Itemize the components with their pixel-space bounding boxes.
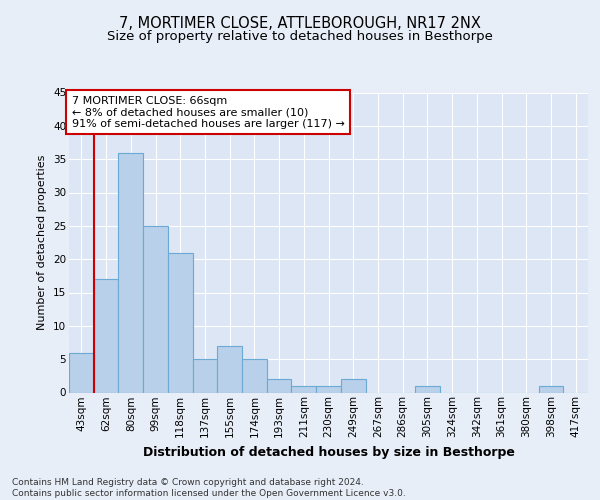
Bar: [118, 152, 143, 392]
Bar: [168, 252, 193, 392]
Bar: [94, 279, 118, 392]
Bar: [415, 386, 440, 392]
X-axis label: Distribution of detached houses by size in Besthorpe: Distribution of detached houses by size …: [143, 446, 514, 458]
Bar: [217, 346, 242, 393]
Bar: [242, 359, 267, 392]
Text: Contains HM Land Registry data © Crown copyright and database right 2024.
Contai: Contains HM Land Registry data © Crown c…: [12, 478, 406, 498]
Bar: [539, 386, 563, 392]
Y-axis label: Number of detached properties: Number of detached properties: [37, 155, 47, 330]
Text: Size of property relative to detached houses in Besthorpe: Size of property relative to detached ho…: [107, 30, 493, 43]
Text: 7 MORTIMER CLOSE: 66sqm
← 8% of detached houses are smaller (10)
91% of semi-det: 7 MORTIMER CLOSE: 66sqm ← 8% of detached…: [71, 96, 344, 128]
Bar: [341, 379, 365, 392]
Bar: [292, 386, 316, 392]
Bar: [267, 379, 292, 392]
Bar: [69, 352, 94, 393]
Bar: [193, 359, 217, 392]
Bar: [143, 226, 168, 392]
Bar: [316, 386, 341, 392]
Text: 7, MORTIMER CLOSE, ATTLEBOROUGH, NR17 2NX: 7, MORTIMER CLOSE, ATTLEBOROUGH, NR17 2N…: [119, 16, 481, 31]
